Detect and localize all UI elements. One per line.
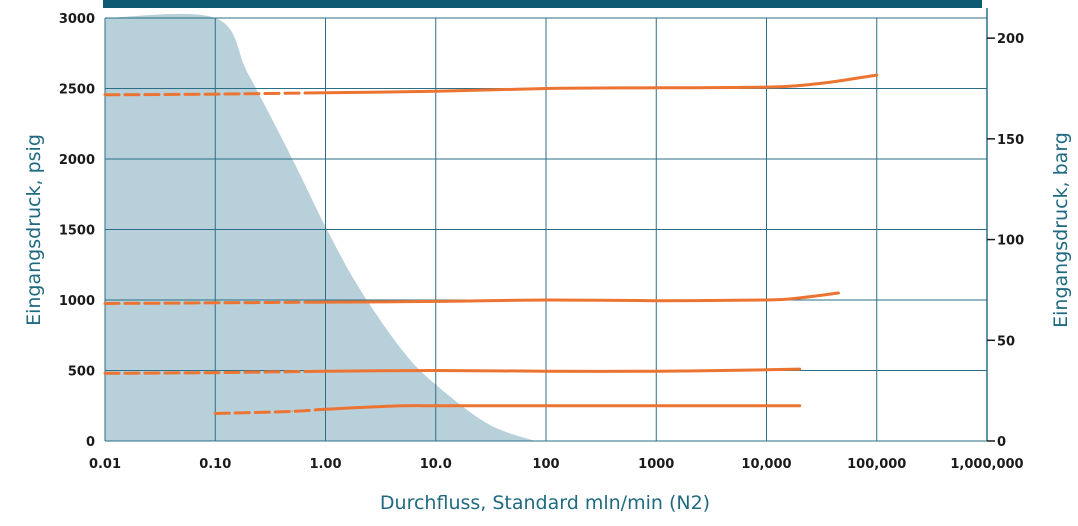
x-tick-label: 10.0 [420,457,452,472]
series-point [324,408,327,410]
series-line-4 [213,404,802,415]
x-tick-label: 1.00 [309,457,341,472]
series-point [291,410,293,412]
x-axis-title: Durchfluss, Standard mln/min (N2) [380,492,710,514]
y-tick-label: 0 [86,435,95,450]
series-point [214,372,216,374]
series-point [655,87,657,89]
y2-tick-label: 150 [997,133,1024,148]
y2-axis-title: Eingangsdruck, barg [1050,132,1072,328]
series-point [545,299,547,301]
series-point [799,405,801,407]
y2-tick-label: 200 [997,32,1024,47]
series-point [876,74,878,76]
series-point [214,302,216,304]
unusable-region-layer [105,13,536,441]
x-tick-label: 10,000 [741,457,791,472]
y2-tick-label: 50 [997,334,1015,349]
tick-layer: 0.01 0.10 1.00 10.0 100 1000 10,000 100,000 1,00… [59,12,1024,472]
series-point [104,94,106,96]
series-point [765,369,768,371]
y-tick-label: 2500 [59,83,95,98]
series-point [402,405,404,407]
series-point [104,372,106,374]
series-point [655,405,657,407]
series-point [545,405,547,407]
series-layer [103,73,879,415]
series-point [765,86,768,88]
y2-tick-label: 0 [997,435,1006,450]
series-point [799,297,801,299]
x-tick-label: 0.01 [89,457,121,472]
series-point [324,370,327,372]
series-line-2 [103,291,840,305]
series-point [765,405,768,407]
series-point [655,300,657,302]
series-point [435,90,437,92]
series-point [324,92,327,94]
series-point [545,87,547,90]
y2-tick-label: 100 [997,234,1024,249]
series-point [214,93,216,95]
x-tick-label: 1,000,000 [950,457,1023,472]
series-point [104,302,106,305]
y-tick-label: 500 [68,365,95,380]
series-point [435,369,437,372]
series-point [818,83,820,85]
series-line-1 [103,73,879,97]
series-point [435,405,437,407]
x-tick-label: 1000 [638,457,674,472]
x-tick-label: 100,000 [847,457,906,472]
series-point [214,412,216,415]
unusable-region [105,13,536,441]
series-point [324,301,327,303]
y-tick-label: 1000 [59,294,95,309]
series-point [655,370,657,372]
series-point [837,292,840,294]
x-tick-label: 100 [532,457,559,472]
series-point [765,299,768,301]
series-point [435,300,437,302]
x-tick-label: 0.10 [199,457,231,472]
y-tick-label: 3000 [59,12,95,27]
series-point [799,368,801,370]
series-line-3 [103,367,802,375]
y-tick-label: 1500 [59,224,95,239]
y-axis-title: Eingangsdruck, psig [23,134,45,326]
top-accent-bar [103,0,982,8]
series-point [545,370,547,372]
y-tick-label: 2000 [59,153,95,168]
